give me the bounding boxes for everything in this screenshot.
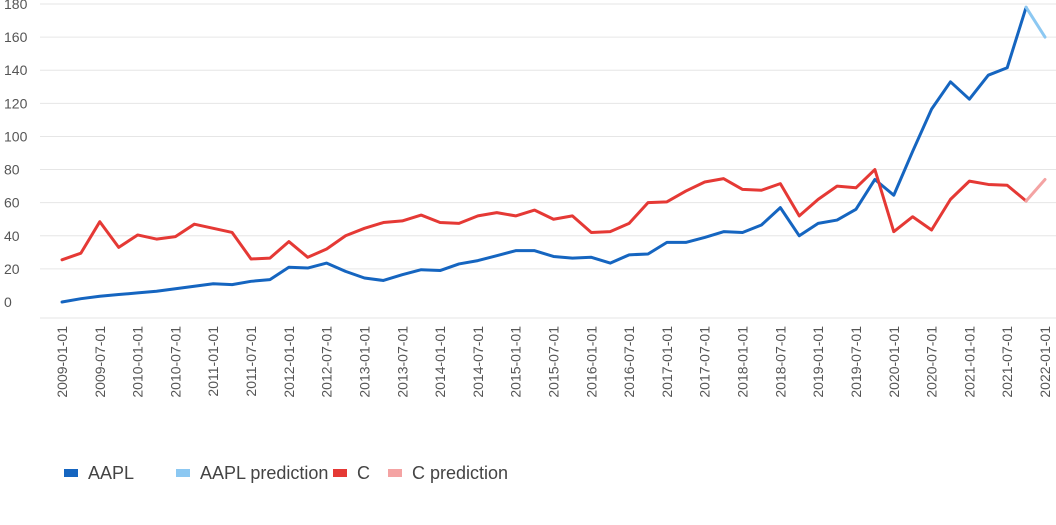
x-axis-ticks: 2009-01-01 2009-07-01 2010-01-01 2010-07-01…: [54, 326, 1053, 398]
series-line: [60, 168, 1028, 262]
y-tick-label: 100: [4, 128, 28, 144]
series-c-prediction: [1024, 177, 1047, 203]
series-line: [60, 5, 1028, 304]
x-tick-label: 2022-01-01: [1037, 326, 1053, 398]
grid-lines: [40, 3, 1056, 319]
x-tick-label: 2021-01-01: [961, 326, 977, 398]
y-tick-label: 140: [4, 62, 28, 78]
series-lines: [60, 5, 1047, 304]
x-tick-label: 2021-07-01: [999, 326, 1015, 398]
legend-item[interactable]: C: [333, 463, 370, 483]
series-line: [1024, 5, 1047, 39]
x-tick-label: 2011-01-01: [205, 326, 221, 397]
series-line: [1024, 177, 1047, 203]
y-tick-label: 120: [4, 95, 28, 111]
legend-item[interactable]: C prediction: [388, 463, 508, 483]
legend-item[interactable]: AAPL: [64, 463, 134, 483]
x-tick-label: 2013-07-01: [394, 326, 410, 398]
x-tick-label: 2009-01-01: [54, 326, 70, 398]
y-axis-ticks: 0 20 40 60 80 100 120 140 160 180: [4, 0, 28, 310]
x-tick-label: 2014-07-01: [470, 326, 486, 398]
legend-swatch: [176, 469, 190, 477]
legend-label: AAPL: [88, 463, 134, 483]
x-tick-label: 2013-01-01: [356, 326, 372, 398]
x-tick-label: 2011-07-01: [243, 326, 259, 397]
y-tick-label: 0: [4, 294, 12, 310]
x-tick-label: 2018-01-01: [735, 326, 751, 398]
y-tick-label: 40: [4, 228, 20, 244]
legend: AAPL AAPL prediction C C prediction: [64, 463, 508, 483]
x-tick-label: 2014-01-01: [432, 326, 448, 398]
x-tick-label: 2010-07-01: [167, 326, 183, 398]
y-tick-label: 160: [4, 29, 28, 45]
x-tick-label: 2020-07-01: [924, 326, 940, 398]
x-tick-label: 2009-07-01: [92, 326, 108, 398]
x-tick-label: 2016-07-01: [621, 326, 637, 398]
legend-label: C: [357, 463, 370, 483]
x-tick-label: 2015-01-01: [508, 326, 524, 398]
series-aapl-prediction: [1024, 5, 1047, 39]
y-tick-label: 80: [4, 162, 20, 178]
x-tick-label: 2015-07-01: [546, 326, 562, 398]
legend-swatch: [388, 469, 402, 477]
x-tick-label: 2019-01-01: [810, 326, 826, 398]
legend-label: AAPL prediction: [200, 463, 328, 483]
x-tick-label: 2017-07-01: [697, 326, 713, 398]
x-tick-label: 2017-01-01: [659, 326, 675, 398]
x-tick-label: 2020-01-01: [886, 326, 902, 398]
x-tick-label: 2012-07-01: [319, 326, 335, 398]
y-tick-label: 180: [4, 0, 28, 12]
x-tick-label: 2019-07-01: [848, 326, 864, 398]
legend-swatch: [333, 469, 347, 477]
legend-label: C prediction: [412, 463, 508, 483]
y-tick-label: 60: [4, 195, 20, 211]
x-tick-label: 2016-01-01: [583, 326, 599, 398]
x-tick-label: 2010-01-01: [130, 326, 146, 398]
legend-item[interactable]: AAPL prediction: [176, 463, 328, 483]
series-c: [60, 168, 1028, 262]
x-tick-label: 2018-07-01: [772, 326, 788, 398]
y-tick-label: 20: [4, 261, 20, 277]
x-tick-label: 2012-01-01: [281, 326, 297, 398]
legend-swatch: [64, 469, 78, 477]
series-aapl: [60, 5, 1028, 304]
